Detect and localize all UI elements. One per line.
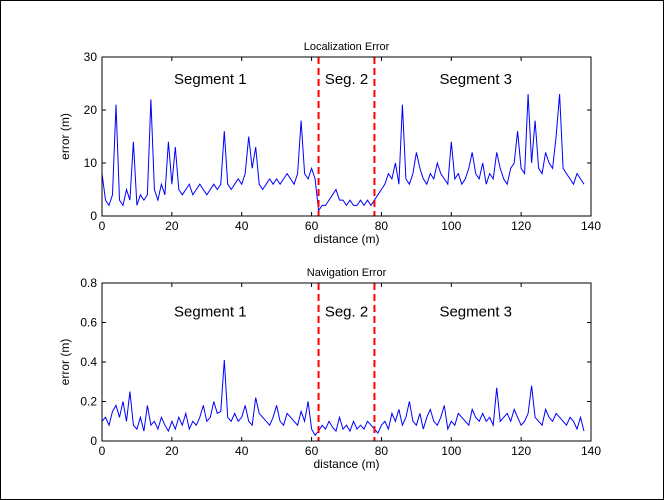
x-tick-label: 60: [305, 219, 319, 233]
x-tick-label: 0: [99, 444, 106, 458]
segment-label: Seg. 2: [325, 304, 368, 321]
segment-label: Segment 3: [439, 71, 512, 88]
segment-label: Segment 3: [439, 304, 512, 321]
y-axis-label: error (m): [58, 113, 72, 160]
y-tick-label: 0: [90, 434, 97, 448]
x-tick-label: 100: [441, 444, 461, 458]
plot-title: Navigation Error: [307, 267, 387, 279]
x-tick-label: 20: [165, 219, 179, 233]
y-tick-label: 0.2: [80, 395, 97, 409]
y-axis-label: error (m): [58, 339, 72, 386]
x-axis-label: distance (m): [313, 457, 379, 471]
segment-label: Segment 1: [174, 71, 247, 88]
x-tick-label: 140: [581, 219, 601, 233]
x-tick-label: 60: [305, 444, 319, 458]
x-tick-label: 80: [375, 444, 389, 458]
subplot-2: Navigation Error Segment 1 Seg. 2 Segment 3…: [58, 267, 601, 471]
x-tick-label: 0: [99, 219, 106, 233]
segment-label: Seg. 2: [325, 71, 368, 88]
y-tick-label: 0.6: [80, 316, 97, 330]
x-tick-label: 20: [165, 444, 179, 458]
x-tick-label: 100: [441, 219, 461, 233]
y-tick-label: 0: [90, 209, 97, 223]
x-tick-label: 120: [511, 444, 531, 458]
x-tick-label: 80: [375, 219, 389, 233]
y-tick-label: 0.4: [80, 355, 97, 369]
series-line: [102, 359, 585, 436]
x-tick-label: 140: [581, 444, 601, 458]
plot-title: Localization Error: [304, 41, 390, 53]
x-tick-label: 40: [235, 219, 249, 233]
y-tick-label: 10: [84, 156, 98, 170]
axes-box: [101, 56, 592, 217]
series-line: [102, 94, 585, 213]
x-tick-label: 40: [235, 444, 249, 458]
x-axis-label: distance (m): [313, 232, 379, 246]
segment-label: Segment 1: [174, 304, 247, 321]
y-tick-label: 30: [84, 50, 98, 64]
subplot-1: Localization Error Segment 1 Seg. 2 Segment…: [58, 41, 601, 246]
y-tick-label: 20: [84, 103, 98, 117]
y-tick-label: 0.8: [80, 276, 97, 290]
x-tick-label: 120: [511, 219, 531, 233]
